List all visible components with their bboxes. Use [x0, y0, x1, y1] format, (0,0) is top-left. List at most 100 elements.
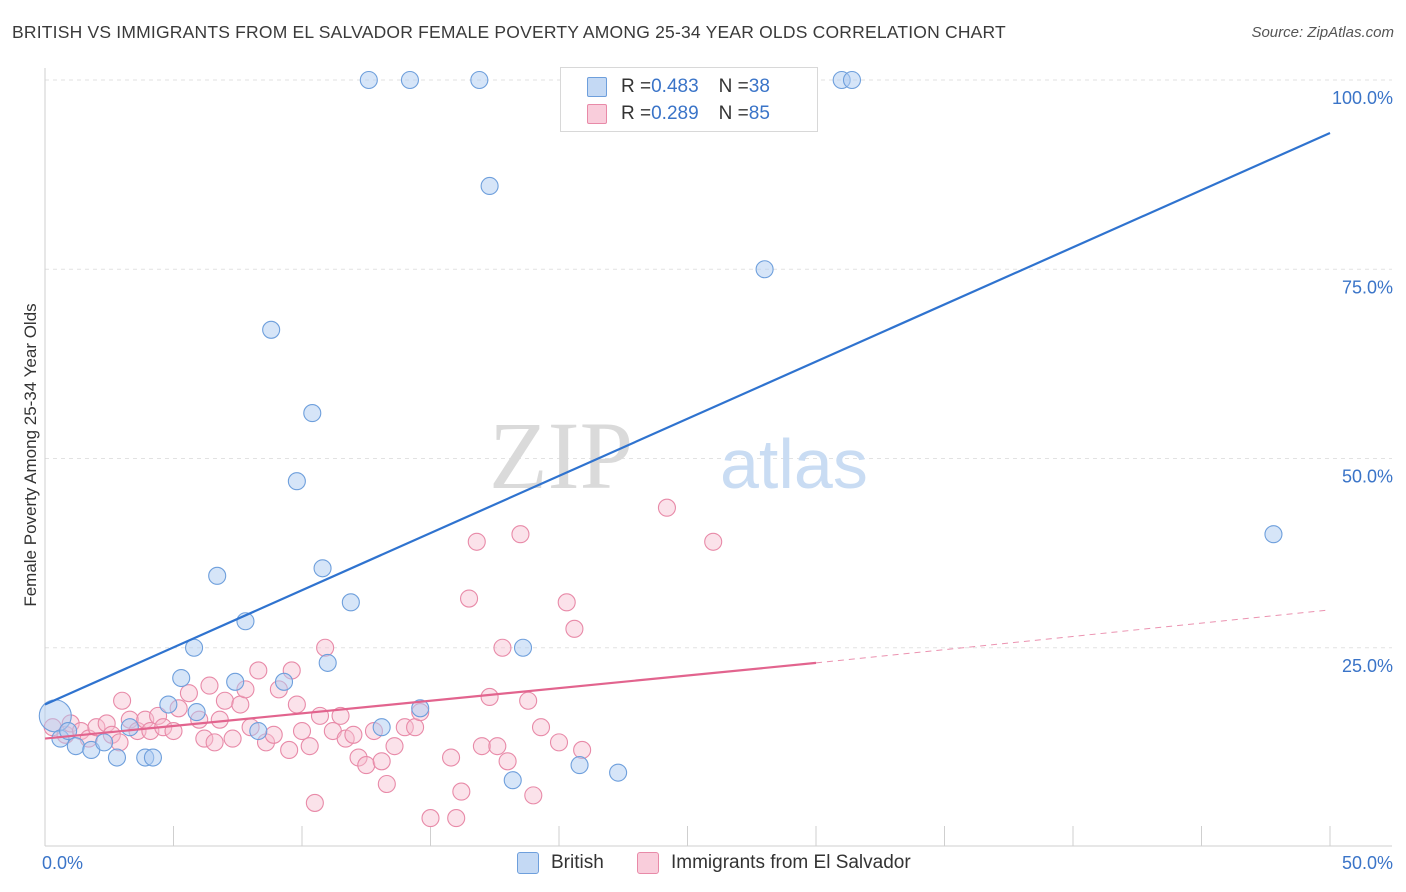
y-axis-label: Female Poverty Among 25-34 Year Olds: [21, 303, 40, 606]
data-point-british: [480, 176, 499, 196]
data-point-british: [303, 404, 322, 423]
data-point-british: [503, 771, 522, 790]
data-point-salvador: [87, 718, 106, 737]
data-point-british: [755, 260, 774, 279]
data-point-salvador: [210, 710, 229, 729]
data-point-salvador: [704, 532, 723, 551]
data-point-british: [274, 672, 294, 691]
data-point-british: [107, 748, 127, 767]
legend-row-salvador: R = 0.289 N = 85: [587, 102, 770, 126]
chart-title: BRITISH VS IMMIGRANTS FROM EL SALVADOR F…: [12, 22, 1006, 42]
data-point-salvador: [113, 691, 132, 710]
data-point-british: [262, 320, 281, 339]
legend-row-british: R = 0.483 N = 38: [587, 75, 770, 99]
data-point-british: [1264, 525, 1283, 544]
y-tick-label: 100.0%: [1332, 88, 1393, 108]
data-point-salvador: [280, 740, 299, 759]
trend-lines: [44, 131, 1331, 740]
data-point-salvador: [215, 691, 234, 710]
data-point-british: [318, 653, 337, 672]
data-point-salvador: [331, 706, 350, 725]
legend-swatch-salvador: [587, 104, 607, 124]
data-point-salvador: [200, 676, 219, 695]
data-point-british: [842, 70, 862, 90]
watermark-atlas: atlas: [720, 425, 868, 503]
y-tick-label: 25.0%: [1342, 656, 1393, 676]
data-point-salvador: [249, 661, 268, 680]
data-point-salvador: [573, 740, 592, 759]
legend-salvador-r-label: R =: [621, 103, 652, 124]
data-point-salvador: [385, 737, 404, 756]
data-point-british: [249, 721, 268, 741]
data-point-salvador: [488, 737, 507, 756]
data-point-british: [159, 695, 178, 714]
data-point-british: [120, 718, 139, 737]
data-point-salvador: [406, 718, 425, 737]
x-tick-label: 50.0%: [1342, 853, 1393, 873]
watermark: ZIP atlas: [489, 402, 868, 509]
data-point-british: [400, 70, 419, 90]
data-point-salvador: [467, 532, 486, 551]
data-point-salvador: [519, 691, 538, 710]
legend-british-n-label: N =: [718, 76, 749, 97]
data-point-british: [372, 718, 391, 737]
legend-swatch-british: [587, 77, 607, 97]
bottom-legend-british: British: [517, 852, 604, 874]
data-point-salvador: [349, 748, 368, 767]
y-tick-label: 50.0%: [1342, 467, 1393, 487]
legend-british-n-value: 38: [748, 76, 770, 97]
data-point-salvador: [498, 752, 517, 771]
data-point-british: [513, 638, 533, 657]
data-point-salvador: [480, 687, 499, 707]
data-point-british: [226, 672, 245, 691]
x-tick-labels: 0.0% 50.0%: [42, 853, 1393, 873]
data-point-salvador: [205, 733, 224, 752]
legend-salvador-r-value: 0.289: [651, 103, 699, 124]
data-point-salvador: [357, 756, 376, 775]
data-point-salvador: [421, 809, 440, 828]
data-point-salvador: [292, 721, 312, 741]
data-point-salvador: [195, 729, 214, 748]
data-point-salvador: [452, 782, 471, 801]
data-point-salvador: [287, 695, 306, 714]
data-point-british: [187, 703, 206, 722]
data-point-salvador: [344, 725, 363, 744]
data-point-british: [570, 756, 589, 775]
data-point-salvador: [657, 498, 676, 517]
data-point-salvador: [316, 638, 335, 657]
data-point-salvador: [549, 733, 569, 752]
data-point-salvador: [531, 718, 551, 737]
data-point-salvador: [395, 718, 414, 737]
data-point-salvador: [179, 684, 198, 703]
data-point-salvador: [231, 695, 250, 714]
trend-line-salvador: [44, 661, 817, 740]
data-point-british: [143, 748, 162, 767]
data-point-salvador: [223, 729, 242, 748]
source-label: Source: ZipAtlas.com: [1251, 24, 1394, 41]
data-point-salvador: [305, 793, 324, 812]
bottom-legend-swatch-british: [517, 852, 539, 874]
data-point-british: [172, 668, 191, 688]
trend-line-salvador-extension: [815, 609, 1331, 664]
bottom-legend-british-label: British: [551, 852, 604, 873]
bottom-legend-salvador-label: Immigrants from El Salvador: [671, 852, 911, 873]
legend-salvador-n-value: 85: [748, 103, 770, 124]
data-point-british: [95, 733, 114, 752]
data-point-salvador: [300, 737, 319, 756]
legend-salvador-n-label: N =: [718, 103, 749, 124]
y-tick-label: 75.0%: [1342, 277, 1393, 297]
gridlines: [45, 79, 1392, 649]
data-point-british: [609, 763, 628, 782]
data-point-british: [470, 70, 489, 90]
axes: [44, 68, 1392, 847]
data-point-salvador: [110, 733, 129, 752]
x-tick-label: 0.0%: [42, 853, 83, 873]
data-point-salvador: [493, 638, 512, 657]
data-point-salvador: [565, 619, 584, 638]
data-point-british: [341, 593, 360, 612]
data-point-salvador: [264, 725, 283, 744]
data-point-british: [287, 472, 306, 491]
data-point-salvador: [459, 589, 479, 608]
legend-british-r-value: 0.483: [651, 76, 699, 97]
